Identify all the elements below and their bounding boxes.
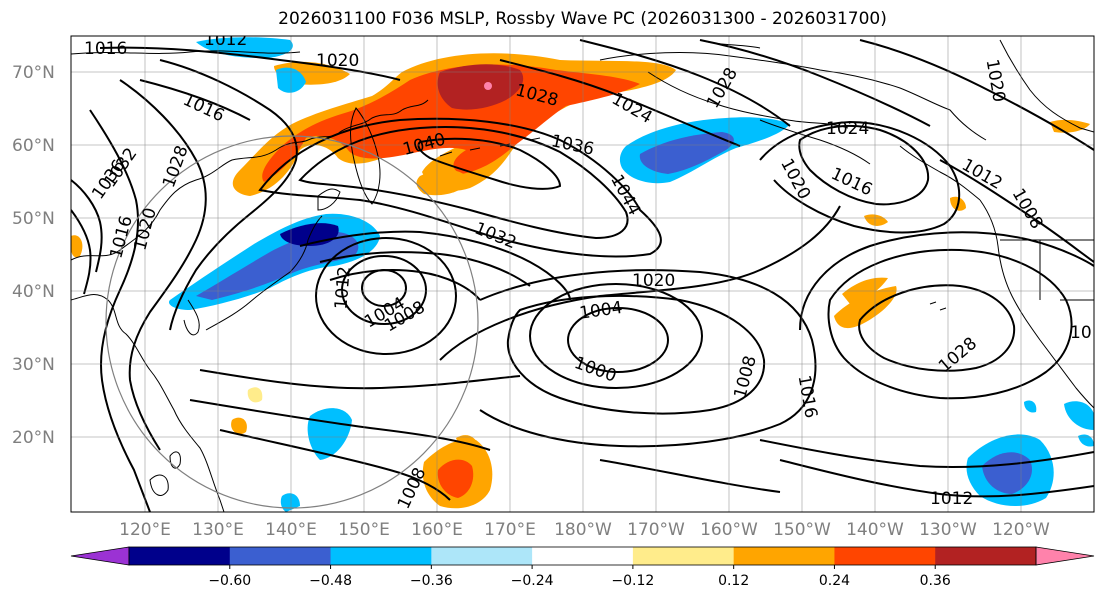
- colorbar-tick-label: −0.24: [511, 573, 554, 589]
- colorbar-extend-max: [1035, 546, 1095, 566]
- lon-label: 130°E: [192, 520, 244, 540]
- lon-label: 180°W: [554, 520, 612, 540]
- colorbar-tick-label: −0.36: [410, 573, 453, 589]
- colorbar-tick-label: 0.12: [718, 573, 749, 589]
- lon-label: 170°E: [484, 520, 536, 540]
- colorbar-segment: [834, 547, 936, 565]
- colorbar-segment: [632, 547, 735, 565]
- negative-anomaly-shading: [168, 37, 1094, 512]
- lon-label: 130°W: [919, 520, 977, 540]
- lat-label: 40°N: [12, 282, 55, 302]
- lon-label: 140°W: [846, 520, 904, 540]
- colorbar-segment: [532, 547, 634, 565]
- lon-label: 150°E: [338, 520, 390, 540]
- isobar-label: 1020: [316, 51, 359, 71]
- isobar-label: 1024: [826, 119, 869, 139]
- lat-label: 50°N: [12, 209, 55, 229]
- lat-label: 70°N: [12, 63, 55, 83]
- lon-label: 160°E: [411, 520, 463, 540]
- isobar-label: 1020: [632, 271, 675, 291]
- colorbar-segment: [935, 547, 1037, 565]
- lat-label: 20°N: [12, 428, 55, 448]
- colorbar-extend-min: [70, 546, 130, 566]
- latitude-labels: 70°N 60°N 50°N 40°N 30°N 20°N: [12, 63, 55, 448]
- map-border: [70, 35, 1095, 513]
- longitude-labels: 120°E 130°E 140°E 150°E 160°E 170°E 180°…: [119, 520, 1050, 540]
- lon-label: 120°W: [992, 520, 1050, 540]
- colorbar-segment: [431, 547, 533, 565]
- lon-label: 150°W: [773, 520, 831, 540]
- isobar-label: 10: [1070, 323, 1092, 343]
- colorbar-segment: [129, 547, 231, 565]
- colorbar-tick-label: −0.60: [208, 573, 251, 589]
- mslp-isobars: [71, 39, 1094, 512]
- isobar-label: 1016: [84, 39, 127, 59]
- lon-label: 160°W: [700, 520, 758, 540]
- colorbar-outline: [128, 546, 1037, 566]
- isobar-label: 1012: [331, 266, 355, 311]
- reference-circle: [105, 135, 479, 509]
- colorbar-segment: [229, 547, 332, 565]
- colorbar-segment: [733, 547, 835, 565]
- isobar-label: 1012: [204, 30, 247, 50]
- gridlines: [71, 36, 1094, 512]
- lon-label: 120°E: [119, 520, 171, 540]
- isobar-label: 1012: [930, 489, 973, 509]
- colorbar-tick-label: −0.12: [611, 573, 654, 589]
- lon-label: 140°E: [265, 520, 317, 540]
- lat-label: 60°N: [12, 136, 55, 156]
- colorbar-segment: [330, 547, 432, 565]
- lat-label: 30°N: [12, 355, 55, 375]
- coastlines: [71, 39, 1094, 512]
- colorbar-tick-label: 0.36: [920, 573, 951, 589]
- map-title: 2026031100 F036 MSLP, Rossby Wave PC (20…: [278, 9, 887, 29]
- colorbar-tick-label: 0.24: [819, 573, 850, 589]
- lon-label: 170°W: [627, 520, 685, 540]
- colorbar-tick-label: −0.48: [309, 573, 352, 589]
- colorbar: −0.60 −0.48 −0.36 −0.24 −0.12 0.12 0.24 0.36: [70, 546, 1095, 589]
